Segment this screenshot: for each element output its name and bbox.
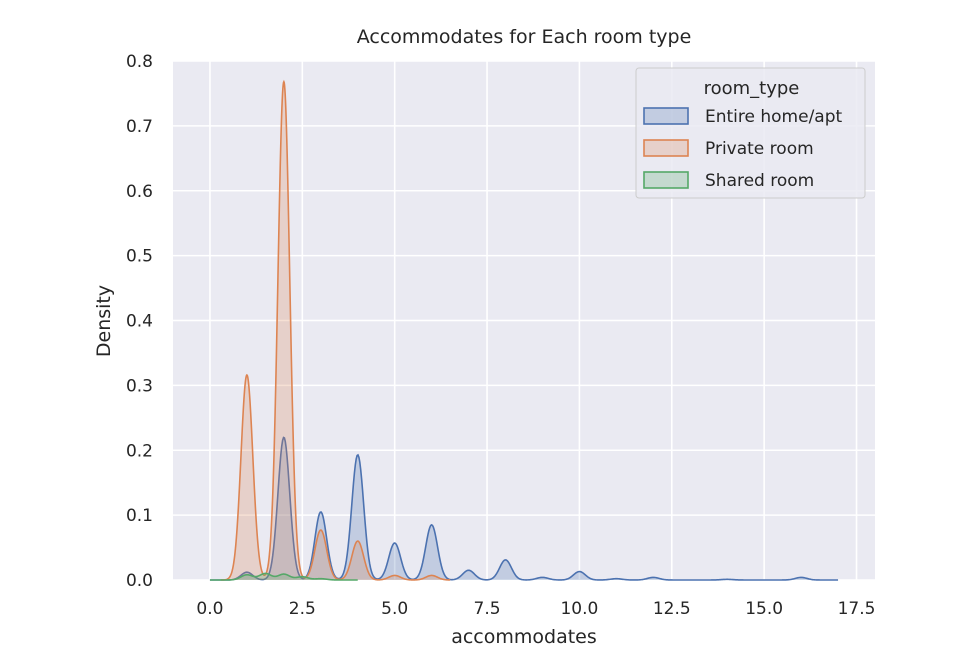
density-area-private-room <box>221 81 451 580</box>
x-tick-label: 15.0 <box>745 599 783 619</box>
density-line-shared-room <box>209 572 358 581</box>
x-tick-label: 7.5 <box>474 599 501 619</box>
legend: room_type Entire home/apt Private room Shar… <box>635 67 866 199</box>
legend-swatch <box>643 107 689 125</box>
x-tick-label: 10.0 <box>560 599 598 619</box>
y-tick-label: 0.2 <box>126 441 153 461</box>
x-axis-title: accommodates <box>451 626 597 648</box>
x-tick-labels: 0.0 2.5 5.0 7.5 10.0 12.5 15.0 17.5 <box>196 599 875 619</box>
y-tick-label: 0.6 <box>126 182 153 202</box>
y-tick-label: 0.7 <box>126 117 153 137</box>
legend-title: room_type <box>704 78 800 99</box>
y-tick-label: 0.4 <box>126 312 153 332</box>
series-layer <box>209 79 839 581</box>
legend-label: Private room <box>705 139 814 159</box>
x-tick-label: 12.5 <box>653 599 691 619</box>
y-tick-label: 0.1 <box>126 506 153 526</box>
y-tick-label: 0.0 <box>126 571 153 591</box>
y-tick-labels: 0.0 0.1 0.2 0.3 0.4 0.5 0.6 0.7 0.8 <box>126 52 153 591</box>
y-axis-title: Density <box>93 285 115 357</box>
x-tick-label: 2.5 <box>289 599 316 619</box>
y-tick-label: 0.3 <box>126 376 153 396</box>
x-tick-label: 0.0 <box>196 599 223 619</box>
x-tick-label: 5.0 <box>381 599 408 619</box>
legend-swatch <box>643 139 689 157</box>
x-tick-label: 17.5 <box>838 599 876 619</box>
legend-label: Entire home/apt <box>705 107 843 127</box>
legend-box <box>635 67 866 199</box>
legend-swatch <box>643 171 689 189</box>
legend-label: Shared room <box>705 171 814 191</box>
density-line-entire-home-apt <box>209 436 839 581</box>
y-tick-label: 0.8 <box>126 52 153 72</box>
y-tick-label: 0.5 <box>126 247 153 267</box>
density-line-private-room <box>221 79 451 581</box>
chart-title: Accommodates for Each room type <box>357 26 692 48</box>
